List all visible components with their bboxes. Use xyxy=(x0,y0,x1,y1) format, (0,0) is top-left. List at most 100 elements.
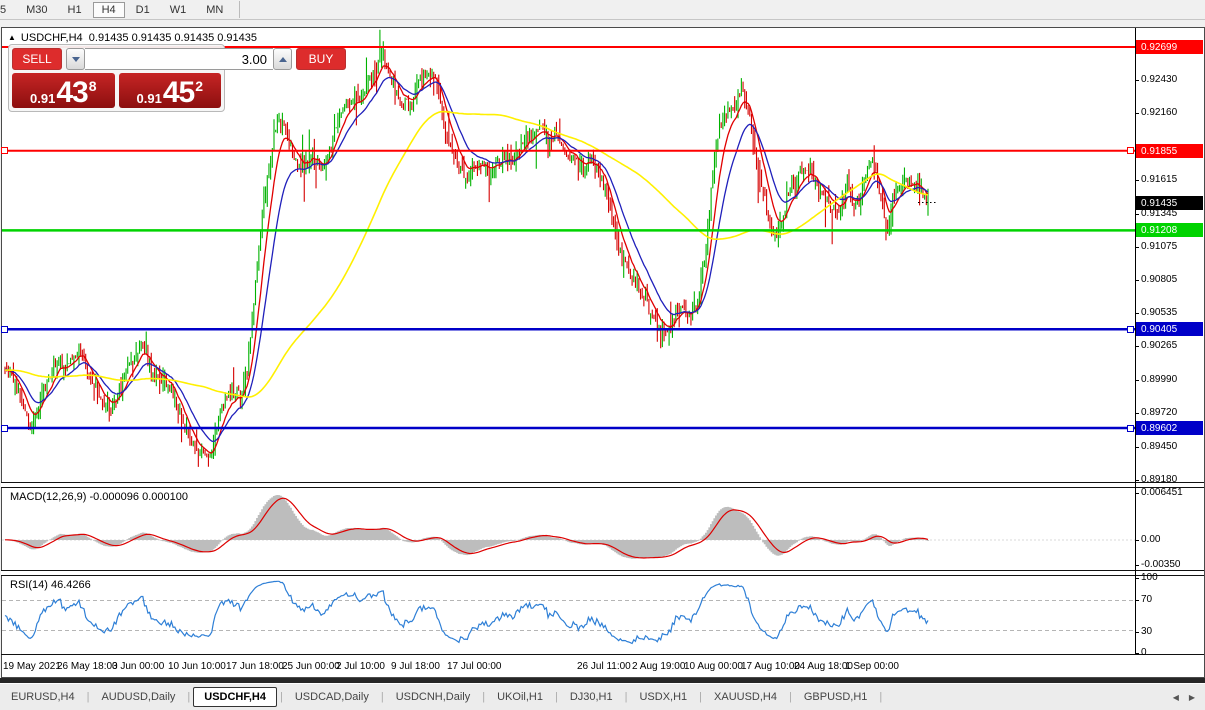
price-badge-0.89602: 0.89602 xyxy=(1136,421,1203,435)
macd-tick xyxy=(1135,540,1139,541)
buy-price-box[interactable]: 0.91 45 2 xyxy=(118,73,221,109)
buy-price-pips: 45 xyxy=(162,76,195,109)
line-anchor-icon[interactable] xyxy=(1127,326,1134,333)
time-axis-label: 26 Jul 11:00 xyxy=(577,661,631,672)
time-axis-label: 2 Jul 10:00 xyxy=(336,661,385,672)
macd-tick xyxy=(1135,493,1139,494)
pane-separator[interactable] xyxy=(1,482,1204,488)
time-axis-label: 3 Jun 00:00 xyxy=(112,661,165,672)
chart-tab-usdchf[interactable]: USDCHF,H4 xyxy=(193,687,277,707)
rsi-tick xyxy=(1135,600,1139,601)
rsi-tick-label: 100 xyxy=(1141,572,1158,583)
volume-increase-button[interactable] xyxy=(273,48,292,70)
sell-price-prefix: 0.91 xyxy=(30,91,56,106)
timeframe-button-h1[interactable]: H1 xyxy=(67,3,82,16)
tab-scroll-right-icon[interactable]: ▶ xyxy=(1188,692,1195,702)
price-badge-0.92699: 0.92699 xyxy=(1136,40,1203,54)
current-price-badge: 0.91435 xyxy=(1136,196,1203,210)
price-tick xyxy=(1135,113,1139,114)
sell-price-box[interactable]: 0.91 43 8 xyxy=(12,73,115,108)
timeframe-button-mn[interactable]: MN xyxy=(206,3,224,16)
price-tick xyxy=(1135,447,1139,448)
sell-price-point: 8 xyxy=(88,78,97,94)
rsi-pane-canvas[interactable] xyxy=(2,575,1135,654)
line-anchor-icon[interactable] xyxy=(1127,147,1134,154)
timeframe-toolbar: 5 M30 H1 H4 D1 W1 MN xyxy=(0,0,1205,20)
tab-scroll-left-icon[interactable]: ◀ xyxy=(1172,692,1179,702)
chart-tab-usdx[interactable]: USDX,H1 xyxy=(639,691,688,703)
chart-tab-usdcad[interactable]: USDCAD,Daily xyxy=(294,691,369,703)
price-tick xyxy=(1135,280,1139,281)
tab-separator: | xyxy=(624,691,628,703)
chart-tab-audusd[interactable]: AUDUSD,Daily xyxy=(101,691,176,703)
chart-tab-dj30[interactable]: DJ30,H1 xyxy=(569,691,613,703)
timeframe-button-d1[interactable]: D1 xyxy=(135,3,150,16)
macd-tick-label: 0.006451 xyxy=(1141,487,1183,498)
price-tick-label: 0.90535 xyxy=(1141,307,1178,318)
macd-pane-canvas[interactable] xyxy=(2,487,1135,570)
horizontal-scrollbar[interactable] xyxy=(0,678,1205,683)
line-anchor-icon[interactable] xyxy=(1127,425,1134,432)
tab-separator: | xyxy=(86,691,90,703)
chart-window xyxy=(1,27,1205,678)
price-tick-label: 0.91615 xyxy=(1141,174,1178,185)
time-axis-label: 2 Aug 19:00 xyxy=(632,661,686,672)
tab-scroll-nav: ◀ ▶ xyxy=(1173,693,1205,702)
timeframe-button-w1[interactable]: W1 xyxy=(169,3,187,16)
time-axis-label: 26 May 18:00 xyxy=(57,661,118,672)
price-tick-label: 0.90805 xyxy=(1141,274,1178,285)
collapse-triangle-icon[interactable]: ▲ xyxy=(8,33,16,42)
volume-decrease-button[interactable] xyxy=(66,48,85,70)
price-tick-label: 0.89720 xyxy=(1141,407,1178,418)
timeframe-button-5[interactable]: 5 xyxy=(0,3,7,16)
sell-button[interactable]: SELL xyxy=(12,48,62,70)
chart-tab-usdcnh[interactable]: USDCNH,Daily xyxy=(395,691,471,703)
chart-tab-ukoil[interactable]: UKOil,H1 xyxy=(497,691,543,703)
rsi-line xyxy=(4,580,929,645)
price-tick-label: 0.89990 xyxy=(1141,374,1178,385)
moving-average-medium[interactable] xyxy=(4,76,929,443)
macd-signal-line xyxy=(5,497,929,559)
tab-separator: | xyxy=(482,691,486,703)
rsi-tick xyxy=(1135,653,1139,654)
time-axis-label: 10 Aug 00:00 xyxy=(684,661,743,672)
volume-spinner xyxy=(66,48,292,70)
price-tick-label: 0.89180 xyxy=(1141,474,1178,485)
volume-input[interactable] xyxy=(85,48,273,70)
price-axis-line xyxy=(1135,28,1136,654)
price-badge-0.91855: 0.91855 xyxy=(1136,144,1203,158)
price-tick xyxy=(1135,214,1139,215)
macd-tick-label: -0.00350 xyxy=(1141,559,1181,570)
price-tick xyxy=(1135,180,1139,181)
time-axis-label: 24 Aug 18:00 xyxy=(794,661,853,672)
chart-title: ▲ USDCHF,H4 0.91435 0.91435 0.91435 0.914… xyxy=(8,32,257,44)
line-anchor-icon[interactable] xyxy=(1,147,8,154)
moving-average-slow[interactable] xyxy=(4,110,929,398)
time-axis-label: 17 Jul 00:00 xyxy=(447,661,502,672)
tab-separator: | xyxy=(554,691,558,703)
price-tick-label: 0.89450 xyxy=(1141,441,1178,452)
macd-tick xyxy=(1135,565,1139,566)
line-anchor-icon[interactable] xyxy=(1,425,8,432)
pane-separator[interactable] xyxy=(1,570,1204,576)
line-anchor-icon[interactable] xyxy=(1,326,8,333)
time-axis-label: 1 Sep 00:00 xyxy=(845,661,899,672)
time-axis-label: 10 Jun 10:00 xyxy=(168,661,226,672)
time-axis-label: 25 Jun 00:00 xyxy=(282,661,340,672)
chart-tab-eurusd[interactable]: EURUSD,H4 xyxy=(11,691,75,703)
tab-separator: | xyxy=(699,691,703,703)
moving-average-fast[interactable] xyxy=(4,65,929,454)
chart-tab-gbpusd[interactable]: GBPUSD,H1 xyxy=(803,691,868,703)
timeframe-button-h4[interactable]: H4 xyxy=(92,1,125,18)
rsi-tick-label: 70 xyxy=(1141,594,1153,605)
price-tick xyxy=(1135,247,1139,248)
timeframe-button-m30[interactable]: M30 xyxy=(26,3,48,16)
rsi-tick-label: 30 xyxy=(1141,626,1153,637)
candles-up xyxy=(9,29,929,459)
chart-tab-xauusd[interactable]: XAUUSD,H4 xyxy=(714,691,777,703)
price-tick xyxy=(1135,413,1139,414)
macd-tick-label: 0.00 xyxy=(1141,534,1161,545)
pane-separator xyxy=(1,654,1204,655)
buy-button[interactable]: BUY xyxy=(296,48,346,70)
price-tick-label: 0.91345 xyxy=(1141,208,1178,219)
